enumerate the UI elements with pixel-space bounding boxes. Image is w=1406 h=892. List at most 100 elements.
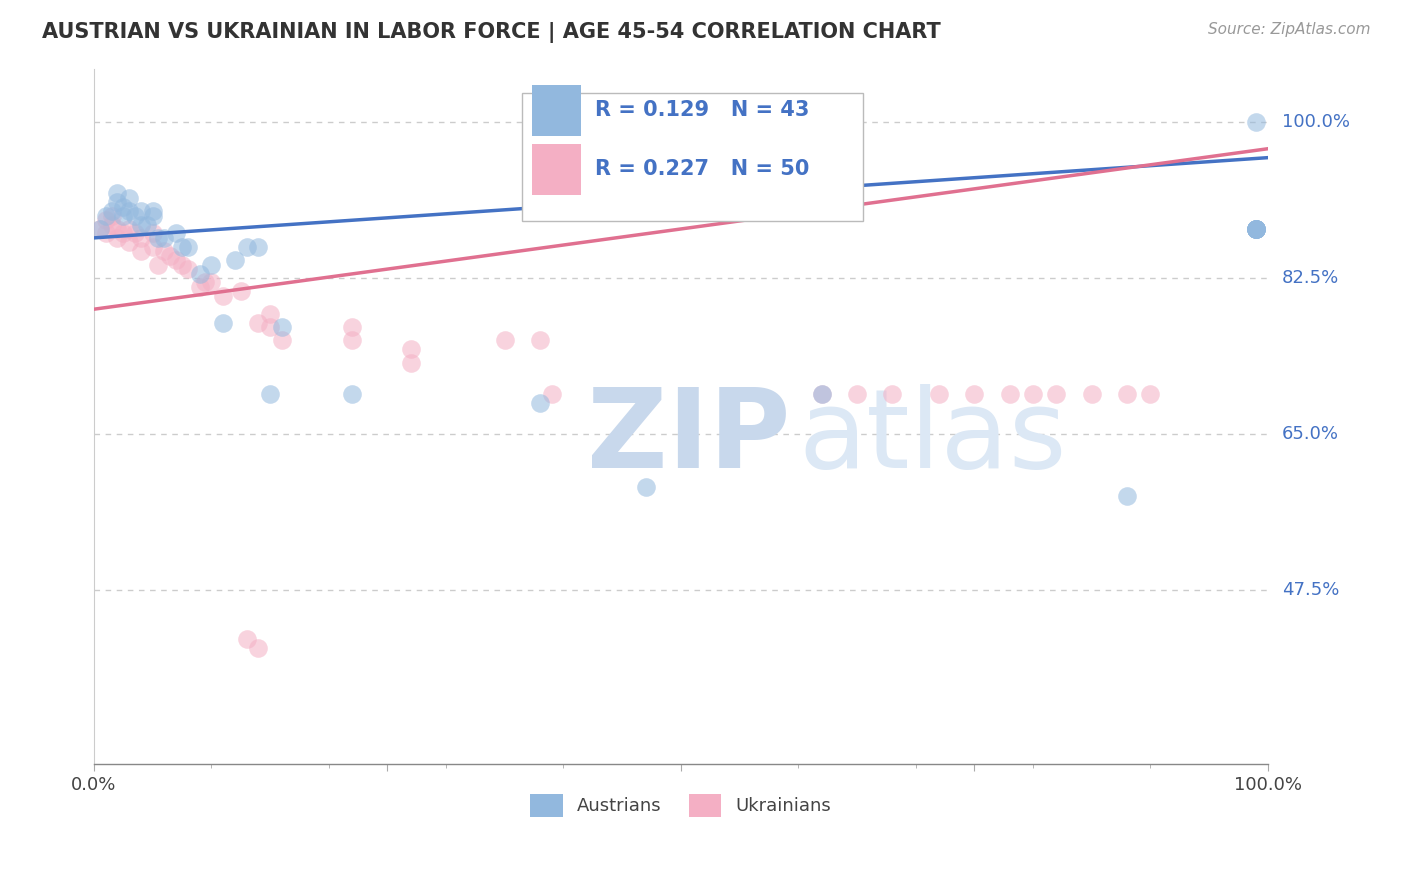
Point xyxy=(963,387,986,401)
Point xyxy=(142,240,165,254)
Text: AUSTRIAN VS UKRAINIAN IN LABOR FORCE | AGE 45-54 CORRELATION CHART: AUSTRIAN VS UKRAINIAN IN LABOR FORCE | A… xyxy=(42,22,941,44)
Point xyxy=(159,249,181,263)
Text: atlas: atlas xyxy=(799,384,1067,491)
Point xyxy=(810,387,832,401)
Point xyxy=(148,231,170,245)
Point xyxy=(540,387,562,401)
Point xyxy=(107,186,129,201)
Point xyxy=(188,280,211,294)
Point xyxy=(1244,222,1267,236)
Point xyxy=(1115,490,1137,504)
Point xyxy=(259,320,281,334)
Point xyxy=(177,262,200,277)
Point xyxy=(1244,222,1267,236)
Point xyxy=(529,396,551,410)
Text: Source: ZipAtlas.com: Source: ZipAtlas.com xyxy=(1208,22,1371,37)
Point xyxy=(118,235,141,250)
Point xyxy=(1080,387,1102,401)
Point xyxy=(89,222,111,236)
Point xyxy=(129,231,152,245)
Point xyxy=(112,227,135,241)
Point xyxy=(170,258,193,272)
Point xyxy=(112,200,135,214)
Point xyxy=(107,195,129,210)
Text: R = 0.129   N = 43: R = 0.129 N = 43 xyxy=(595,100,810,120)
Point xyxy=(1244,222,1267,236)
Point xyxy=(200,258,222,272)
Point xyxy=(529,334,551,348)
Point xyxy=(845,387,868,401)
FancyBboxPatch shape xyxy=(523,93,863,221)
Point xyxy=(177,240,200,254)
Point xyxy=(259,307,281,321)
Point xyxy=(235,632,257,646)
Point xyxy=(135,218,157,232)
Point xyxy=(129,204,152,219)
Point xyxy=(634,481,657,495)
Point xyxy=(94,227,117,241)
Point xyxy=(124,227,146,241)
Point xyxy=(998,387,1021,401)
Point xyxy=(1244,222,1267,236)
Point xyxy=(1244,222,1267,236)
Point xyxy=(340,320,363,334)
Text: R = 0.227   N = 50: R = 0.227 N = 50 xyxy=(595,160,810,179)
Point xyxy=(340,387,363,401)
Point xyxy=(1244,222,1267,236)
Legend: Austrians, Ukrainians: Austrians, Ukrainians xyxy=(523,787,839,824)
Text: 100.0%: 100.0% xyxy=(1282,113,1350,131)
Point xyxy=(259,387,281,401)
Text: 65.0%: 65.0% xyxy=(1282,425,1339,443)
Point xyxy=(165,227,187,241)
Point xyxy=(94,213,117,227)
Point xyxy=(1244,222,1267,236)
Point xyxy=(212,289,235,303)
Point xyxy=(129,218,152,232)
Point xyxy=(247,240,270,254)
Point xyxy=(229,285,252,299)
Point xyxy=(1022,387,1045,401)
Point xyxy=(188,267,211,281)
Point xyxy=(124,209,146,223)
Point xyxy=(107,231,129,245)
Point xyxy=(1244,115,1267,129)
Point xyxy=(928,387,950,401)
Point xyxy=(118,204,141,219)
Point xyxy=(142,209,165,223)
Point xyxy=(399,343,422,357)
Point xyxy=(247,640,270,655)
Point xyxy=(1045,387,1067,401)
Point xyxy=(153,231,176,245)
Point xyxy=(118,191,141,205)
Point xyxy=(89,222,111,236)
Text: ZIP: ZIP xyxy=(586,384,790,491)
Point xyxy=(129,244,152,259)
Point xyxy=(810,387,832,401)
Point xyxy=(94,209,117,223)
Point xyxy=(100,218,122,232)
Text: 82.5%: 82.5% xyxy=(1282,269,1339,287)
Point xyxy=(165,253,187,268)
Point xyxy=(882,387,904,401)
Point xyxy=(340,334,363,348)
Point xyxy=(1139,387,1161,401)
Point xyxy=(148,258,170,272)
Point xyxy=(247,316,270,330)
Point xyxy=(494,334,516,348)
Point xyxy=(1244,222,1267,236)
Point xyxy=(100,209,122,223)
Point xyxy=(1115,387,1137,401)
Point xyxy=(153,244,176,259)
Point xyxy=(118,222,141,236)
Point xyxy=(100,204,122,219)
Point xyxy=(194,276,217,290)
FancyBboxPatch shape xyxy=(531,85,581,136)
Point xyxy=(399,356,422,370)
Point xyxy=(200,276,222,290)
Point xyxy=(270,320,292,334)
Point xyxy=(142,204,165,219)
Point xyxy=(112,209,135,223)
Point xyxy=(235,240,257,254)
Point xyxy=(1244,222,1267,236)
FancyBboxPatch shape xyxy=(531,144,581,195)
